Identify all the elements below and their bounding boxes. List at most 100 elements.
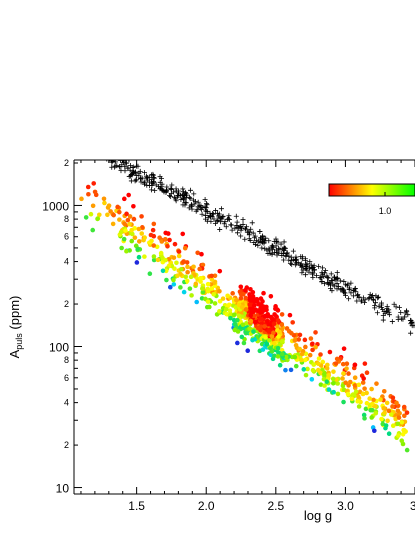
colored-point [292, 354, 298, 360]
cross-point [99, 144, 104, 149]
cross-point [148, 187, 154, 193]
colored-point [364, 400, 370, 406]
colored-point [326, 387, 332, 392]
colored-point [205, 281, 211, 287]
colored-point [121, 236, 127, 242]
colored-point [390, 423, 396, 428]
y-minor-tick-label: 8 [64, 355, 69, 365]
x-tick-label: 2.5 [267, 499, 284, 513]
colored-point [276, 350, 281, 355]
colored-point [310, 341, 315, 347]
colored-point [310, 367, 316, 373]
cross-point [117, 150, 122, 155]
colored-point [131, 203, 136, 209]
cross-point [311, 263, 317, 269]
colored-point [362, 416, 367, 421]
colored-point [386, 408, 392, 414]
cross-point [293, 254, 299, 260]
colored-point [122, 196, 127, 202]
colored-point [243, 307, 249, 312]
colored-point [340, 376, 345, 381]
cross-point [198, 206, 204, 212]
cross-point [213, 207, 219, 213]
cross-point [168, 185, 174, 191]
colored-point [299, 357, 304, 363]
cross-point [359, 298, 365, 304]
colored-point [155, 257, 161, 263]
colored-point [344, 366, 349, 371]
colored-point [299, 351, 305, 357]
colored-point [261, 290, 266, 296]
cross-point [338, 278, 344, 284]
colored-point [157, 235, 162, 241]
cross-point [108, 152, 113, 157]
cross-point [93, 144, 98, 149]
cross-point [112, 163, 118, 169]
colored-point [302, 357, 308, 363]
colored-point [335, 391, 341, 397]
colored-point [130, 231, 135, 237]
cross-point [278, 241, 284, 247]
colored-point [129, 227, 134, 233]
colored-point [266, 329, 272, 334]
cross-point [147, 174, 153, 180]
colored-point [136, 254, 142, 260]
cross-point [345, 281, 351, 287]
colored-point [374, 381, 379, 386]
colored-point [132, 235, 138, 240]
cross-point [182, 193, 188, 199]
colored-point [341, 399, 346, 405]
cross-point [225, 216, 231, 222]
colored-point [232, 312, 237, 317]
colored-point [404, 447, 410, 453]
cross-point [130, 165, 136, 171]
y-minor-tick-label: 4 [64, 257, 69, 267]
colored-point [188, 274, 194, 280]
colored-point [324, 379, 330, 385]
cross-point [321, 273, 327, 279]
colored-point [381, 389, 387, 394]
cross-point [238, 233, 244, 239]
cross-point [228, 222, 234, 228]
cross-point [375, 295, 381, 301]
cross-point [374, 310, 380, 316]
cross-point [299, 270, 305, 276]
x-tick-label: 3.0 [337, 499, 354, 513]
colored-point [318, 382, 324, 387]
y-minor-tick-label: 2 [64, 440, 69, 450]
cross-point [168, 187, 174, 193]
cross-point [270, 243, 276, 249]
cross-point [319, 279, 325, 285]
cross-point [110, 153, 115, 158]
colored-point [209, 273, 214, 279]
cross-point [92, 148, 97, 153]
colored-point [275, 308, 281, 313]
colored-point [139, 231, 145, 236]
cross-point [93, 149, 98, 154]
cross-point [98, 155, 103, 160]
cross-point [122, 164, 128, 170]
colored-point [361, 376, 366, 381]
colored-point [149, 238, 154, 244]
cross-point [346, 296, 352, 302]
colored-point [275, 324, 280, 330]
cross-point [87, 137, 92, 142]
cross-point [360, 295, 366, 301]
cross-point [157, 174, 163, 180]
cross-point [341, 289, 347, 295]
y-minor-tick-label: 8 [64, 214, 69, 224]
cross-point [217, 226, 223, 232]
cross-point [99, 150, 104, 155]
colored-point [361, 412, 367, 418]
colored-point [381, 406, 387, 411]
cross-point [234, 222, 240, 228]
cross-point [281, 257, 287, 263]
cross-point [376, 294, 382, 300]
colored-point [148, 232, 154, 238]
cross-point [98, 151, 103, 156]
colored-point [185, 264, 190, 270]
y-axis-title-sub: puls [14, 333, 24, 350]
cross-point [269, 244, 275, 250]
colored-point [180, 231, 186, 237]
